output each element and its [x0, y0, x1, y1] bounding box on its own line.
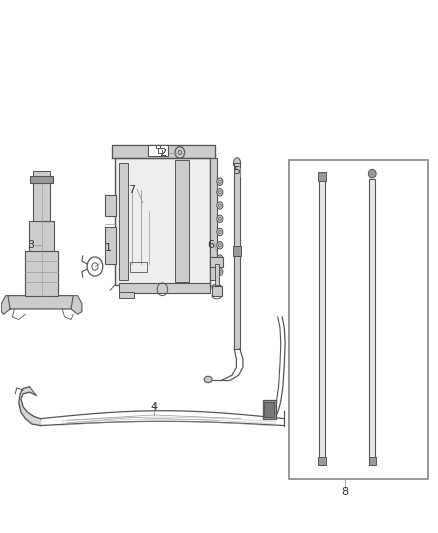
- Bar: [30, 176, 53, 183]
- Text: 5: 5: [233, 166, 240, 176]
- Polygon shape: [25, 251, 58, 296]
- Ellipse shape: [368, 169, 376, 178]
- Text: 6: 6: [207, 240, 214, 251]
- Text: 7: 7: [128, 184, 135, 195]
- Bar: [215, 264, 219, 285]
- Ellipse shape: [212, 284, 222, 292]
- Circle shape: [217, 215, 223, 222]
- Bar: [234, 163, 240, 349]
- Bar: [119, 292, 134, 298]
- Bar: [115, 158, 210, 285]
- Circle shape: [175, 147, 185, 158]
- Bar: [130, 262, 147, 272]
- Bar: [262, 400, 276, 419]
- Bar: [289, 160, 428, 479]
- Bar: [119, 284, 210, 293]
- Ellipse shape: [233, 158, 240, 168]
- Bar: [369, 179, 375, 465]
- Text: 4: 4: [150, 402, 157, 412]
- Text: 3: 3: [28, 240, 35, 251]
- Bar: [212, 286, 222, 296]
- Bar: [233, 246, 241, 256]
- Polygon shape: [1, 296, 10, 314]
- Bar: [33, 171, 49, 176]
- Bar: [29, 221, 54, 251]
- Bar: [210, 257, 223, 266]
- Bar: [210, 158, 217, 280]
- Bar: [105, 195, 116, 216]
- Bar: [319, 179, 325, 465]
- Circle shape: [217, 178, 223, 185]
- Bar: [25, 251, 58, 296]
- Polygon shape: [71, 296, 82, 314]
- Text: 1: 1: [105, 243, 112, 253]
- Circle shape: [217, 268, 223, 276]
- Bar: [176, 160, 188, 282]
- Circle shape: [217, 255, 223, 262]
- Circle shape: [217, 202, 223, 209]
- Text: 8: 8: [342, 487, 349, 497]
- Bar: [318, 457, 326, 465]
- Polygon shape: [8, 296, 73, 309]
- Circle shape: [217, 228, 223, 236]
- Bar: [148, 144, 168, 156]
- Bar: [318, 172, 326, 181]
- Circle shape: [217, 189, 223, 196]
- Polygon shape: [19, 387, 41, 425]
- Bar: [105, 227, 116, 264]
- Polygon shape: [113, 144, 215, 158]
- Ellipse shape: [204, 376, 212, 383]
- Text: 2: 2: [159, 148, 166, 158]
- Circle shape: [217, 241, 223, 249]
- Bar: [119, 163, 128, 280]
- Bar: [33, 182, 49, 221]
- Bar: [264, 402, 274, 417]
- Bar: [368, 457, 376, 465]
- Ellipse shape: [138, 209, 161, 246]
- Ellipse shape: [210, 256, 223, 266]
